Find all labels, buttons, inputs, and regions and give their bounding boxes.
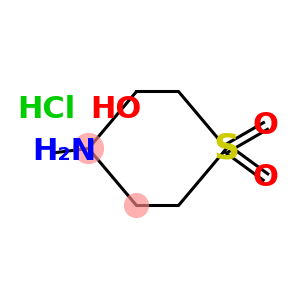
Text: O: O xyxy=(253,163,278,191)
Text: HCl: HCl xyxy=(17,95,76,124)
Circle shape xyxy=(73,133,104,164)
Text: O: O xyxy=(253,112,278,140)
Text: HO: HO xyxy=(90,95,141,124)
Text: S: S xyxy=(213,131,240,166)
Circle shape xyxy=(124,193,149,218)
Text: H₂N: H₂N xyxy=(32,137,97,166)
